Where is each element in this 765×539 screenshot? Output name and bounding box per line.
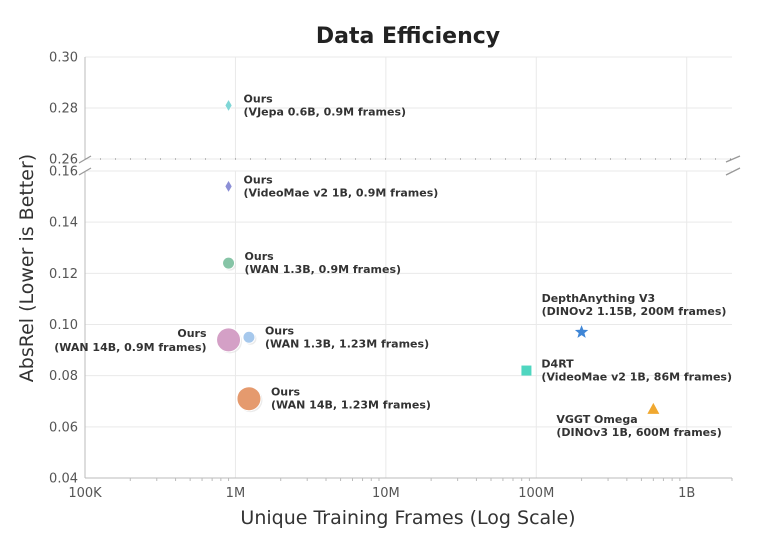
plot-area: 100K 1M 10M 100M 1B 0.26 0.28 0.30 0.04 0.06 0.08 0…	[49, 51, 741, 501]
y-tick-label: 0.04	[49, 472, 78, 487]
data-point	[236, 386, 262, 412]
data-label-detail: (VideoMae v2 1B, 86M frames)	[541, 371, 732, 384]
axis-break-mark	[725, 167, 741, 176]
x-tick-label: 1B	[678, 486, 695, 501]
data-label-name: VGGT Omega	[556, 413, 637, 426]
axis-break-mark	[725, 155, 741, 163]
data-label-name: Ours	[271, 386, 301, 399]
data-label-name: Ours	[244, 92, 274, 105]
data-label-detail: (VideoMae v2 1B, 0.9M frames)	[244, 186, 439, 199]
x-axis-label: Unique Training Frames (Log Scale)	[240, 507, 575, 529]
y-axis-label: AbsRel (Lower is Better)	[16, 154, 38, 382]
data-label-name: D4RT	[541, 358, 574, 371]
y-tick-label: 0.06	[49, 420, 78, 435]
data-point	[242, 330, 256, 344]
x-tick-label: 100M	[518, 486, 554, 501]
data-label-detail: (WAN 14B, 0.9M frames)	[54, 341, 206, 354]
data-label-name: Ours	[244, 173, 274, 186]
data-point	[224, 179, 233, 193]
y-tick-label: 0.30	[49, 51, 78, 66]
data-point	[647, 402, 660, 414]
data-label-name: Ours	[177, 327, 207, 340]
x-tick-label: 10M	[372, 486, 400, 501]
y-tick-label: 0.14	[49, 216, 78, 231]
axis-break-mark	[78, 167, 92, 176]
x-tick-label: 100K	[68, 486, 102, 501]
y-tick-label: 0.12	[49, 267, 78, 282]
data-label-detail: (WAN 1.3B, 1.23M frames)	[265, 337, 429, 350]
data-label-name: Ours	[265, 324, 295, 337]
data-point	[224, 98, 233, 113]
y-tick-label: 0.28	[49, 102, 78, 117]
axis-break-mark	[78, 155, 92, 164]
data-label-detail: (WAN 14B, 1.23M frames)	[271, 399, 431, 412]
y-tick-label: 0.16	[49, 165, 78, 180]
y-tick-label: 0.10	[49, 318, 78, 333]
chart-title: Data Efficiency	[316, 24, 500, 49]
data-label-detail: (DINOv3 1B, 600M frames)	[556, 426, 721, 439]
y-tick-label: 0.26	[49, 153, 78, 168]
data-point	[574, 325, 589, 338]
data-label-name: DepthAnything V3	[542, 292, 656, 305]
data-point	[222, 256, 236, 270]
x-tick-label: 1M	[226, 486, 246, 501]
data-label-detail: (DINOv2 1.15B, 200M frames)	[542, 305, 727, 318]
y-tick-label: 0.08	[49, 369, 78, 384]
data-point	[521, 365, 532, 376]
data-point	[216, 327, 242, 353]
data-label-detail: (VJepa 0.6B, 0.9M frames)	[244, 105, 407, 118]
data-label-detail: (WAN 1.3B, 0.9M frames)	[245, 263, 402, 276]
data-label-name: Ours	[245, 250, 275, 263]
